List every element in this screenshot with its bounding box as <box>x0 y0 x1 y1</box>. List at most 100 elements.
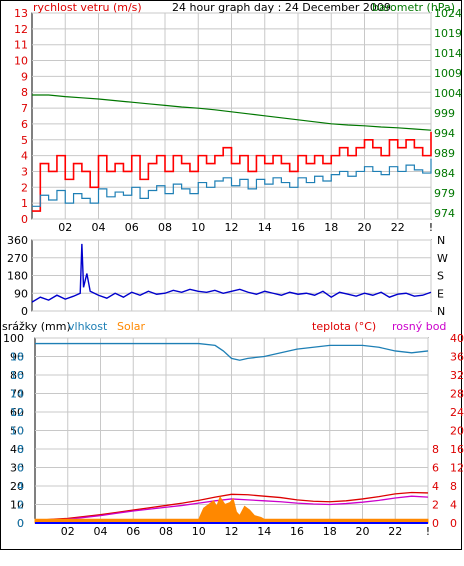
compass-tick: N <box>437 234 445 247</box>
humidity-tick: 18 <box>10 351 24 364</box>
pressure-tick: 1009 <box>434 67 462 80</box>
wind-direction-series <box>31 243 432 303</box>
direction-tick: 180 <box>7 270 28 283</box>
wind-speed-tick: 11 <box>14 39 28 52</box>
wind-speed-tick: 3 <box>21 165 28 178</box>
pressure-tick: 989 <box>434 147 455 160</box>
dew-line <box>34 495 429 523</box>
temperature-axis: 0 4 8 12 16 20 24 28 32 36 40 <box>450 332 464 530</box>
rain-tick: 90 <box>10 351 24 364</box>
temperature-tick: 28 <box>450 388 464 401</box>
humidity-axis-label: vlhkost <box>68 320 108 333</box>
pressure-line <box>32 94 432 131</box>
humidity-tick: 14 <box>10 388 24 401</box>
x-tick: 06 <box>126 525 140 538</box>
pressure-tick: 979 <box>434 187 455 200</box>
rain-tick: 40 <box>10 443 24 456</box>
direction-tick: 90 <box>14 287 28 300</box>
wind-speed-axis-label: rychlost vetru (m/s) <box>33 1 142 14</box>
temp-line <box>34 491 429 522</box>
x-tick: 08 <box>158 221 172 234</box>
temperature-tick: 16 <box>450 443 464 456</box>
humidity-tick: 8 <box>17 443 24 456</box>
temperature-secondary-tick: 4 <box>432 480 439 493</box>
x-tick: 04 <box>94 525 108 538</box>
temperature-tick: 32 <box>450 369 464 382</box>
wind-pressure-x-axis: 02 04 06 08 10 12 14 16 18 20 22! <box>58 221 433 234</box>
temperature-tick: 0 <box>450 517 457 530</box>
wind-speed-tick: 4 <box>21 150 28 163</box>
humidity-tick: 2 <box>17 499 24 512</box>
chart-title: 24 hour graph day : 24 December 2009 <box>172 1 391 14</box>
pressure-axis-label: barometr (hPa) <box>372 1 455 14</box>
x-tick: 18 <box>324 221 338 234</box>
wind-pressure-series <box>32 94 432 212</box>
direction-tick: 0 <box>21 305 28 318</box>
x-tick: 16 <box>291 221 305 234</box>
rain-tick: 60 <box>10 406 24 419</box>
wind-speed-tick: 10 <box>14 55 28 68</box>
x-tick: 20 <box>358 221 372 234</box>
graph-frame <box>0 0 462 550</box>
wind-speed-tick: 5 <box>21 134 28 147</box>
x-tick: 18 <box>323 525 337 538</box>
compass-tick: E <box>437 287 444 300</box>
wind-speed-tick: 1 <box>21 197 28 210</box>
direction-tick: 270 <box>7 252 28 265</box>
x-tick: 10 <box>191 221 205 234</box>
solar-axis-label: Solar <box>117 320 146 333</box>
x-tick: 16 <box>290 525 304 538</box>
humidity-temperature-series <box>34 342 429 524</box>
temperature-tick: 40 <box>450 332 464 345</box>
temperature-tick: 8 <box>450 480 457 493</box>
wind-speed-tick: 12 <box>14 23 28 36</box>
rain-tick: 0 <box>17 517 24 530</box>
x-tick: ! <box>426 525 430 538</box>
x-tick: 14 <box>257 525 271 538</box>
x-tick: 06 <box>125 221 139 234</box>
wind-direction-grid <box>32 239 432 312</box>
rain-tick: 50 <box>10 425 24 438</box>
humidity-tick: 12 <box>10 406 24 419</box>
pressure-tick: 994 <box>434 127 455 140</box>
x-tick: 02 <box>58 221 72 234</box>
dew-point-axis-label: rosný bod <box>392 320 446 333</box>
wind_avg-line <box>32 158 432 207</box>
temperature-axis-label: teplota (°C) <box>312 320 376 333</box>
solar-area <box>34 495 429 524</box>
wind-speed-tick: 9 <box>21 70 28 83</box>
x-tick: 22 <box>388 525 402 538</box>
x-tick: 10 <box>192 525 206 538</box>
pressure-tick: 974 <box>434 207 455 220</box>
rain-axis-label: srážky (mm) <box>2 320 71 333</box>
rain-tick: 80 <box>10 369 24 382</box>
pressure-tick: 1024 <box>434 7 462 20</box>
pressure-axis: 974 979 984 989 994 999 1004 1009 1014 1019 1024 <box>434 7 462 220</box>
humidity-tick: 4 <box>17 480 24 493</box>
humidity-tick: 0 <box>17 517 24 530</box>
x-tick: 12 <box>225 221 239 234</box>
wind-direction-degree-axis: 0 90 180 270 360 <box>7 234 28 318</box>
temperature-tick: 36 <box>450 351 464 364</box>
x-tick: 08 <box>159 525 173 538</box>
humidity-tick: 16 <box>10 369 24 382</box>
temperature-tick: 4 <box>450 499 457 512</box>
x-tick: 14 <box>258 221 272 234</box>
rain-tick: 20 <box>10 480 24 493</box>
rain-tick: 30 <box>10 462 24 475</box>
humidity-temperature-grid <box>35 337 429 524</box>
compass-tick: N <box>437 305 445 318</box>
wind-speed-tick: 7 <box>21 102 28 115</box>
pressure-tick: 999 <box>434 107 455 120</box>
pressure-tick: 1004 <box>434 87 462 100</box>
temperature-tick: 20 <box>450 425 464 438</box>
direction-line <box>31 243 432 303</box>
temperature-secondary-tick: 6 <box>432 462 439 475</box>
pressure-tick: 1014 <box>434 47 462 60</box>
compass-tick: S <box>437 270 444 283</box>
